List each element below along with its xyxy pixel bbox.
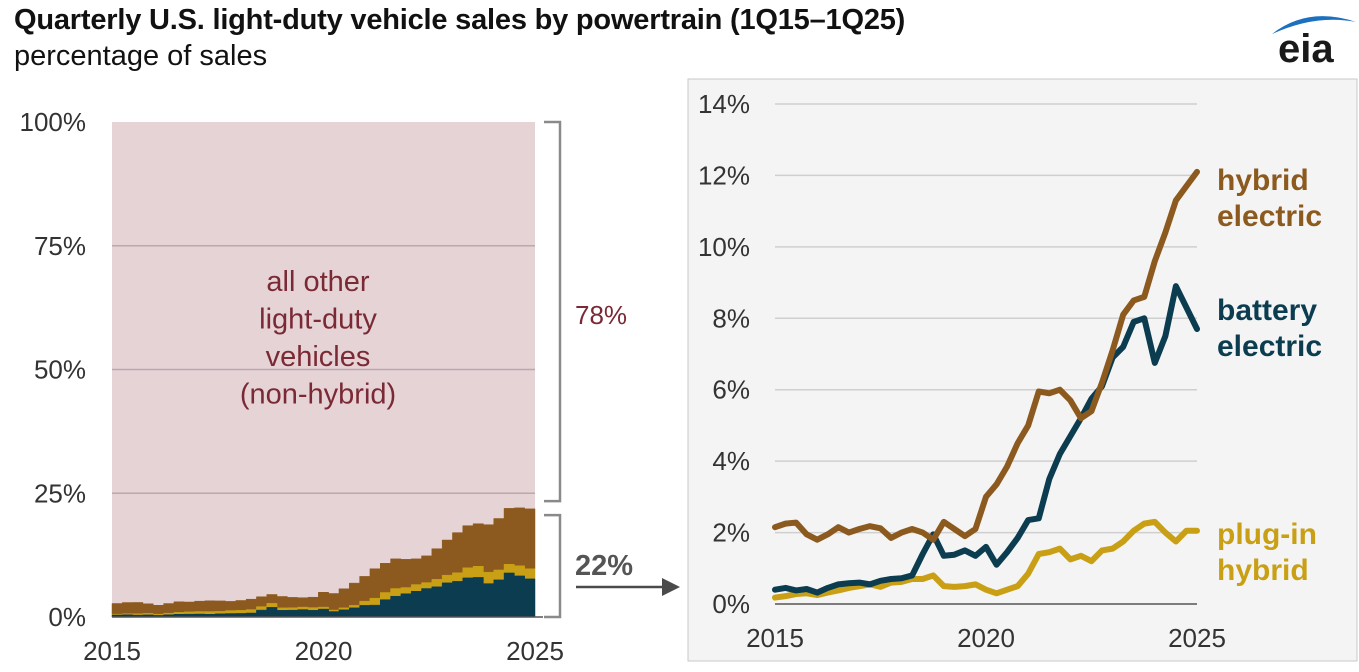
- inner-label-line: all other: [266, 266, 370, 298]
- y-tick-label-left: 25%: [34, 478, 86, 508]
- y-tick-label-right: 6%: [712, 375, 750, 405]
- x-tick-label-right: 2020: [957, 623, 1015, 653]
- x-tick-label-right: 2015: [746, 623, 804, 653]
- inner-label-line: vehicles: [266, 341, 371, 373]
- inner-label-line: (non-hybrid): [240, 379, 396, 411]
- line-plug-in-hybrid: [772, 518, 1200, 601]
- y-tick-label-right: 10%: [698, 232, 750, 262]
- series-label-battery-electric: battery: [1217, 294, 1317, 327]
- zoom-arrow-head: [662, 578, 680, 596]
- series-label-hybrid-electric: electric: [1217, 200, 1322, 233]
- zoom-arrow: [576, 578, 680, 596]
- y-tick-label-right: 14%: [698, 89, 750, 119]
- x-tick-label-right: 2025: [1168, 623, 1226, 653]
- y-tick-label-right: 4%: [712, 446, 750, 476]
- eia-logo-text: eia: [1278, 27, 1334, 68]
- y-tick-label-right: 8%: [712, 303, 750, 333]
- line-hybrid-electric: [772, 168, 1200, 543]
- left-stacked-area-chart: 0% 25% 50% 75% 100% 2015 2020 2025 all other ligh…: [20, 107, 634, 666]
- series-label-battery-electric: electric: [1217, 330, 1322, 363]
- bracket-label-other: 78%: [575, 300, 627, 330]
- bracket-other: [544, 120, 562, 503]
- line-battery-electric: [772, 283, 1200, 596]
- chart-title: Quarterly U.S. light-duty vehicle sales …: [14, 4, 906, 36]
- eia-logo-swoosh: [1272, 16, 1356, 34]
- right-line-chart: 0%2%4%6%8%10%12%14%2015 2020 2025hybridele…: [687, 78, 1358, 662]
- bracket-label-electrified: 22%: [575, 550, 633, 582]
- bracket-electrified: [544, 513, 562, 619]
- x-tick-label-left: 2025: [506, 636, 564, 666]
- y-tick-label-right: 12%: [698, 160, 750, 190]
- y-tick-label-right: 2%: [712, 518, 750, 548]
- x-tick-label-left: 2015: [83, 636, 141, 666]
- y-tick-label-left: 0%: [48, 602, 86, 632]
- y-tick-label-left: 50%: [34, 355, 86, 385]
- y-tick-label-left: 75%: [34, 231, 86, 261]
- series-label-hybrid-electric: hybrid: [1217, 164, 1309, 197]
- x-tick-label-left: 2020: [295, 636, 353, 666]
- inner-label-line: light-duty: [259, 304, 377, 336]
- eia-logo: eia: [1272, 16, 1356, 68]
- series-label-plug-in-hybrid: hybrid: [1217, 554, 1309, 587]
- y-tick-label-right: 0%: [712, 589, 750, 619]
- series-label-plug-in-hybrid: plug-in: [1217, 518, 1317, 551]
- chart-subtitle: percentage of sales: [14, 40, 268, 72]
- y-tick-label-left: 100%: [20, 107, 87, 137]
